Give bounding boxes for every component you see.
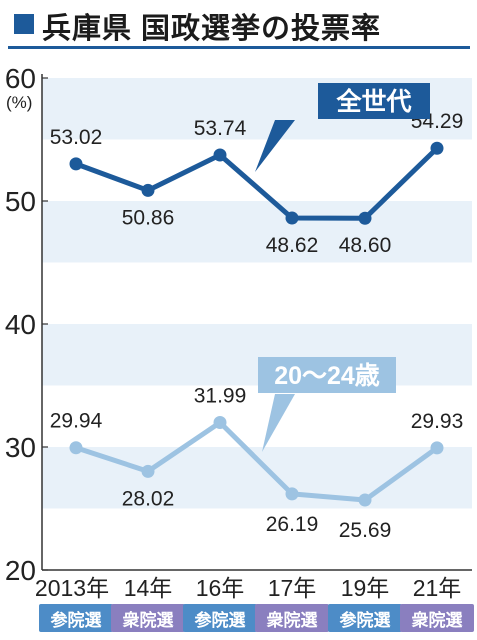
election-type-badge: 参院選 — [183, 604, 257, 632]
data-point — [285, 487, 299, 501]
data-label: 29.94 — [50, 410, 103, 433]
grid-band — [42, 324, 472, 386]
data-point — [141, 183, 155, 197]
chart-title: 兵庫県 国政選挙の投票率 — [42, 13, 382, 45]
y-tick-label: 30 — [5, 432, 36, 463]
series-name-label: 20～24歳 — [274, 362, 380, 390]
data-label: 48.62 — [266, 234, 319, 257]
x-tick-label: 14年 — [124, 575, 173, 601]
data-label: 53.74 — [194, 117, 247, 140]
y-axis-unit-label: (%) — [6, 93, 32, 112]
x-tick-label: 16年 — [196, 575, 245, 601]
title-square-icon — [14, 14, 34, 34]
data-point — [285, 211, 299, 225]
x-tick-label: 21年 — [413, 575, 462, 601]
x-tick-label: 19年 — [341, 575, 390, 601]
series-line-1 — [75, 420, 439, 503]
data-point — [358, 211, 372, 225]
series-callout-pointer — [262, 394, 295, 452]
data-point — [69, 441, 83, 455]
y-tick-label: 50 — [5, 186, 36, 217]
data-label: 28.02 — [122, 487, 175, 510]
data-point — [358, 493, 372, 507]
data-label: 53.02 — [50, 126, 103, 149]
data-point — [430, 141, 444, 155]
y-tick-label: 60 — [5, 63, 36, 94]
data-label: 48.60 — [339, 234, 392, 257]
series-line-0 — [75, 146, 439, 221]
election-type-badge: 衆院選 — [400, 604, 474, 632]
chart-title-bar: 兵庫県 国政選挙の投票率 — [8, 4, 473, 45]
y-tick-label: 40 — [5, 309, 36, 340]
y-tick-label: 20 — [5, 555, 36, 586]
series-callout-box — [318, 83, 430, 119]
data-label: 29.93 — [411, 410, 464, 433]
election-type-badge: 参院選 — [328, 604, 402, 632]
election-type-badge: 参院選 — [39, 604, 113, 632]
title-underline — [8, 46, 470, 49]
data-label: 31.99 — [194, 385, 247, 408]
data-point — [69, 157, 83, 171]
election-type-badge: 衆院選 — [111, 604, 185, 632]
grid-band — [42, 201, 472, 263]
series-callout-pointer — [255, 120, 295, 172]
data-label: 50.86 — [122, 206, 175, 229]
x-tick-label: 2013年 — [35, 575, 109, 601]
data-point — [430, 441, 444, 455]
x-tick-label: 17年 — [268, 575, 317, 601]
data-point — [213, 416, 227, 430]
series-callout-box — [258, 357, 396, 393]
data-point — [141, 464, 155, 478]
data-point — [213, 148, 227, 162]
data-label: 25.69 — [339, 519, 392, 542]
series-name-label: 全世代 — [335, 87, 411, 116]
data-label: 26.19 — [266, 513, 319, 536]
election-type-badge: 衆院選 — [255, 604, 329, 632]
